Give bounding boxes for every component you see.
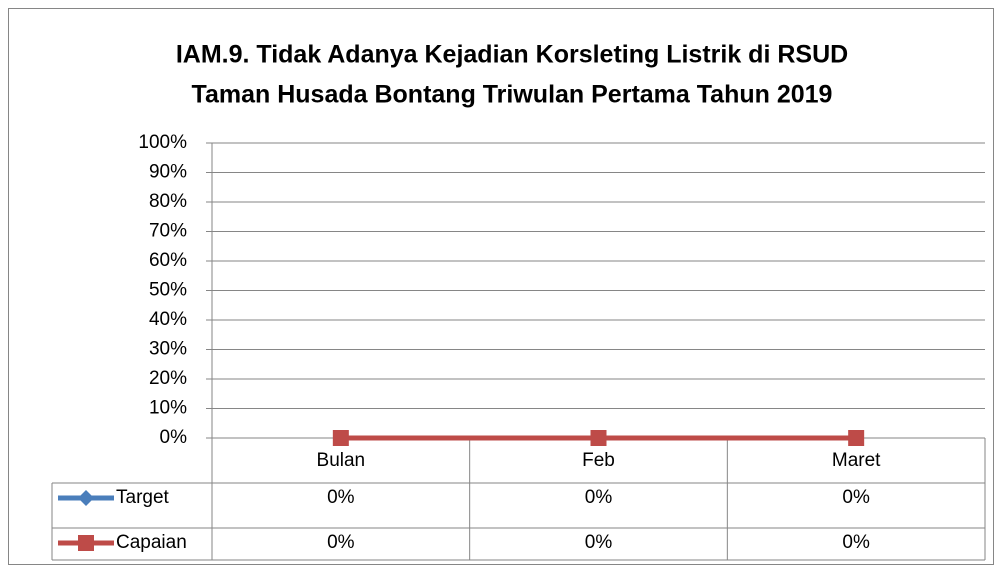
series-marker	[590, 430, 607, 446]
y-tick-label: 90%	[149, 162, 187, 183]
legend-marker	[78, 490, 94, 506]
legend-marker	[78, 535, 94, 551]
y-tick-label: 20%	[149, 368, 187, 389]
y-tick-label: 30%	[149, 339, 187, 360]
chart-title: Taman Husada Bontang Triwulan Pertama Ta…	[192, 81, 833, 109]
y-tick-label: 40%	[149, 309, 187, 330]
y-tick-label: 50%	[149, 280, 187, 301]
y-tick-label: 100%	[138, 132, 187, 153]
chart-frame	[8, 8, 994, 565]
y-tick-label: 60%	[149, 250, 187, 271]
y-tick-label: 80%	[149, 191, 187, 212]
table-value: 0%	[327, 532, 355, 553]
table-value: 0%	[585, 487, 613, 508]
y-tick-label: 10%	[149, 398, 187, 419]
chart-title: IAM.9. Tidak Adanya Kejadian Korsleting …	[176, 41, 848, 69]
legend-label: Capaian	[116, 532, 187, 553]
y-tick-label: 70%	[149, 221, 187, 242]
y-tick-label: 0%	[160, 427, 188, 448]
x-tick-label: Bulan	[317, 450, 366, 471]
table-value: 0%	[842, 532, 870, 553]
legend-label: Target	[116, 487, 170, 508]
table-value: 0%	[842, 487, 870, 508]
series-marker	[332, 430, 349, 446]
table-value: 0%	[327, 487, 355, 508]
x-tick-label: Maret	[832, 450, 881, 471]
series-marker	[848, 430, 865, 446]
x-tick-label: Feb	[582, 450, 615, 471]
table-value: 0%	[585, 532, 613, 553]
